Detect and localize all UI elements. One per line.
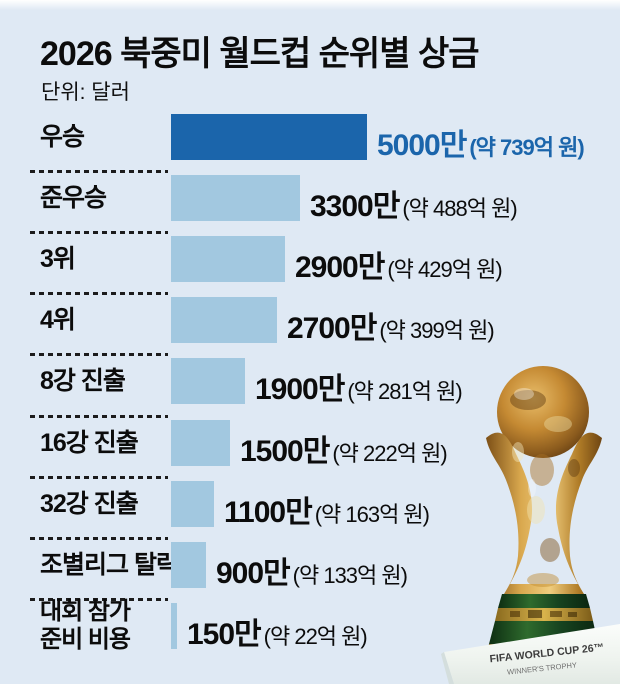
row-separator-dashed <box>30 537 168 540</box>
prize-value: 1100만 <box>224 496 313 529</box>
prize-value-krw: (약 22억 원) <box>263 624 368 649</box>
prize-value-group: 2700만 (약 399억 원) <box>287 303 495 347</box>
category-label: 32강 진출 <box>40 490 139 518</box>
prize-value-krw: (약 281억 원) <box>347 379 462 404</box>
prize-bar <box>171 420 230 466</box>
prize-value: 1500만 <box>240 435 330 468</box>
prize-value: 1900만 <box>255 373 345 406</box>
prize-bar <box>171 603 177 649</box>
prize-bar <box>171 542 206 588</box>
row-separator-dashed <box>30 415 168 418</box>
row-separator-dashed <box>30 170 168 173</box>
prize-value-group: 3300만 (약 488억 원) <box>310 181 518 225</box>
row-separator-dashed <box>30 292 168 295</box>
prize-value: 2900만 <box>295 251 385 284</box>
prize-value-group: 5000만 (약 739억 원) <box>377 120 585 164</box>
prize-value-group: 1500만 (약 222억 원) <box>240 426 448 470</box>
prize-bar <box>171 114 367 160</box>
prize-value-krw: (약 739억 원) <box>469 135 584 160</box>
world-cup-trophy-image <box>458 360 620 684</box>
prize-bar <box>171 175 300 221</box>
top-fade-strip <box>0 0 620 10</box>
prize-value-krw: (약 222억 원) <box>332 441 447 466</box>
prize-value-group: 1100만 (약 163억 원) <box>224 487 430 531</box>
prize-value: 150만 <box>187 618 262 651</box>
prize-bar <box>171 236 285 282</box>
trophy-pedestal: FIFA WORLD CUP 26™ WINNER'S TROPHY <box>432 614 620 684</box>
prize-bar <box>171 297 277 343</box>
row-separator-dashed <box>30 231 168 234</box>
prize-value: 3300만 <box>310 190 400 223</box>
category-label: 조별리그 탈락 <box>40 551 179 579</box>
prize-value: 900만 <box>216 557 291 590</box>
prize-value-krw: (약 133억 원) <box>292 563 408 588</box>
category-label: 대회 참가 준비 비용 <box>40 598 131 653</box>
prize-value: 5000만 <box>377 129 467 162</box>
prize-value-krw: (약 488억 원) <box>402 196 517 221</box>
category-label: 8강 진출 <box>40 367 126 395</box>
category-label: 16강 진출 <box>40 429 139 457</box>
row-separator-dashed <box>30 476 168 479</box>
prize-value-group: 150만 (약 22억 원) <box>187 609 368 653</box>
row-separator-dashed <box>30 598 168 601</box>
page-title: 2026 북중미 월드컵 순위별 상금 <box>40 35 480 73</box>
row-separator-dashed <box>30 353 168 356</box>
prize-value-krw: (약 163억 원) <box>314 502 430 527</box>
prize-value-group: 2900만 (약 429억 원) <box>295 242 503 286</box>
prize-bar <box>171 358 245 404</box>
category-label: 준우승 <box>40 184 107 212</box>
category-label: 우승 <box>40 123 85 151</box>
prize-value-group: 1900만 (약 281억 원) <box>255 364 463 408</box>
prize-value: 2700만 <box>287 312 377 345</box>
prize-value-group: 900만 (약 133억 원) <box>216 548 408 592</box>
category-label: 4위 <box>40 306 76 334</box>
unit-label: 단위: 달러 <box>41 81 130 104</box>
prize-bar <box>171 481 214 527</box>
category-label: 3위 <box>40 245 76 273</box>
prize-value-krw: (약 399억 원) <box>379 318 494 343</box>
prize-value-krw: (약 429억 원) <box>387 257 502 282</box>
